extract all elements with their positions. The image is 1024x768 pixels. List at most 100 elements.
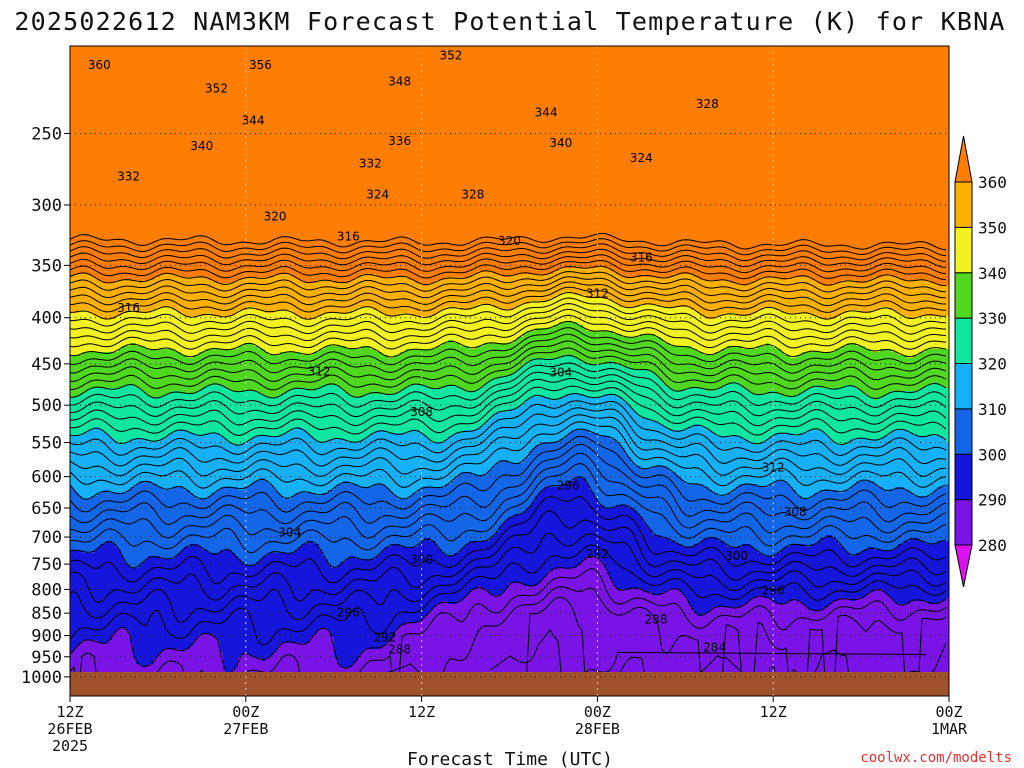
band-cell	[790, 46, 794, 278]
band-cell	[334, 346, 338, 386]
band-cell	[307, 391, 311, 434]
band-cell	[670, 277, 674, 308]
band-cell	[460, 433, 464, 473]
band-cell	[781, 352, 785, 395]
band-cell	[187, 490, 191, 548]
y-tick-label: 800	[31, 580, 62, 600]
band-cell	[907, 541, 911, 605]
band-cell	[235, 445, 239, 488]
band-cell	[490, 343, 494, 380]
band-cell	[547, 46, 551, 275]
band-cell	[112, 46, 116, 284]
band-cell	[622, 337, 626, 368]
band-cell	[631, 409, 635, 464]
band-cell	[361, 559, 365, 653]
band-cell	[136, 484, 140, 569]
band-cell	[307, 493, 311, 542]
band-cell	[97, 493, 101, 548]
band-cell	[469, 349, 473, 392]
band-cell	[172, 46, 176, 275]
band-cell	[652, 334, 656, 374]
band-cell	[295, 388, 299, 428]
band-cell	[820, 352, 824, 389]
band-cell	[460, 310, 464, 347]
band-cell	[352, 556, 356, 665]
band-cell	[718, 436, 722, 497]
band-cell	[448, 277, 452, 308]
band-cell	[565, 292, 569, 323]
band-cell	[283, 46, 287, 275]
band-cell	[538, 397, 542, 446]
band-cell	[877, 277, 881, 311]
band-cell	[349, 46, 353, 281]
band-cell	[106, 433, 110, 491]
band-cell	[757, 346, 761, 395]
band-cell	[799, 355, 803, 395]
band-cell	[334, 283, 338, 314]
band-cell	[694, 544, 698, 614]
band-cell	[469, 430, 473, 473]
band-cell	[856, 439, 860, 482]
band-cell	[523, 304, 527, 335]
band-cell	[106, 490, 110, 542]
contour-line	[70, 271, 947, 293]
y-tick-label: 300	[31, 196, 62, 216]
band-cell	[418, 46, 422, 284]
band-cell	[196, 355, 200, 392]
contour-label: 320	[498, 234, 521, 248]
band-cell	[292, 46, 296, 278]
band-cell	[772, 436, 776, 485]
band-cell	[919, 436, 923, 497]
band-cell	[598, 331, 602, 365]
band-cell	[559, 397, 563, 440]
band-cell	[418, 283, 422, 317]
band-cell	[304, 46, 308, 284]
band-cell	[487, 472, 491, 542]
contour-line	[70, 297, 947, 327]
band-cell	[925, 496, 929, 545]
band-cell	[886, 46, 890, 275]
band-cell	[475, 541, 479, 590]
band-cell	[811, 544, 815, 611]
band-cell	[268, 436, 272, 485]
band-cell	[214, 553, 218, 638]
band-cell	[799, 277, 803, 314]
band-cell	[814, 385, 818, 431]
y-tick-label: 850	[31, 604, 62, 624]
band-cell	[241, 346, 245, 392]
band-cell	[709, 490, 713, 539]
band-cell	[109, 46, 113, 284]
band-cell	[280, 352, 284, 395]
band-cell	[565, 484, 569, 569]
band-cell	[451, 556, 455, 605]
band-cell	[298, 643, 302, 696]
band-cell	[592, 46, 596, 269]
band-cell	[397, 277, 401, 317]
band-cell	[160, 487, 164, 560]
band-cell	[880, 550, 884, 590]
band-cell	[271, 313, 275, 356]
band-cell	[901, 316, 905, 356]
band-cell	[538, 46, 542, 275]
band-cell	[745, 316, 749, 350]
band-cell	[277, 274, 281, 311]
contour-label: 308	[784, 505, 807, 519]
colorbar-label: 360	[978, 173, 1007, 192]
colorbar-swatch	[954, 317, 973, 364]
band-cell	[883, 46, 887, 275]
band-cell	[145, 394, 149, 440]
band-cell	[190, 433, 194, 494]
band-cell	[424, 436, 428, 488]
band-cell	[175, 556, 179, 650]
band-cell	[742, 349, 746, 389]
shaded-bands	[70, 46, 949, 696]
band-cell	[451, 46, 455, 278]
band-cell	[805, 391, 809, 434]
band-cell	[943, 439, 947, 488]
band-cell	[97, 388, 101, 428]
band-cell	[703, 487, 707, 539]
band-cell	[574, 322, 578, 359]
band-cell	[199, 547, 203, 635]
band-cell	[769, 346, 773, 392]
band-cell	[502, 460, 506, 524]
